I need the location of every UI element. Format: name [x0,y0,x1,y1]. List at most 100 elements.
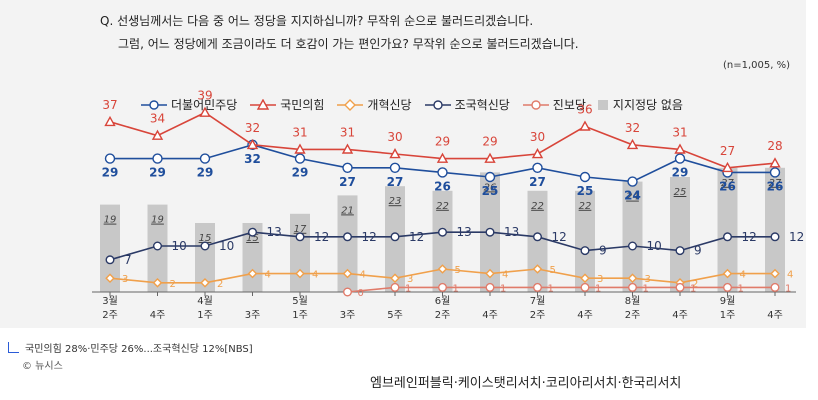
data-label: 3 [407,274,413,285]
data-point [104,153,116,164]
series-line [347,286,775,293]
data-label: 31 [340,125,355,139]
data-point [105,255,115,265]
data-point [628,282,638,292]
data-label: 37 [102,98,117,112]
bar [290,213,310,292]
data-point [437,264,448,274]
data-label: 3 [597,274,603,285]
data-point [770,268,780,279]
legend-item: 더불어민주당 [140,96,237,113]
data-point [247,227,257,237]
data-label: 29 [149,166,166,180]
data-point [342,162,353,174]
data-label: 12 [552,230,567,244]
data-point [199,153,211,164]
data-point [770,232,780,242]
data-label: 10 [219,239,234,253]
legend-label: 지지정당 없음 [612,98,683,112]
data-point [533,232,543,242]
data-label: 29 [292,166,309,180]
data-point [769,157,781,168]
data-point [723,282,733,292]
bar-label: 27 [769,178,782,189]
data-label: 12 [789,230,804,244]
data-label: 3 [122,274,128,285]
data-point [104,115,116,127]
bar-label: 15 [199,233,212,244]
bar [622,181,643,292]
x-tick-label: 6월 [435,295,451,307]
data-point [152,278,163,288]
data-point [627,273,638,283]
data-point [485,268,495,279]
data-label: 25 [482,184,499,198]
data-label: 1 [500,283,506,294]
data-label: 24 [624,189,641,203]
data-label: 12 [362,230,377,244]
data-point [342,268,353,279]
x-tick-label: 1주 [720,310,736,321]
data-label: 2 [217,279,223,290]
data-point [579,171,591,183]
bar-label: 15 [246,233,259,244]
legend-item: 조국혁신당 [424,96,510,113]
data-label: 27 [529,175,546,189]
bar [100,204,120,292]
data-label: 12 [314,230,329,244]
data-label: 4 [787,270,793,281]
data-label: 4 [502,270,508,281]
question-line-1: Q. 선생님께서는 다음 중 어느 정당을 지지하십니까? 무작위 순으로 불러… [100,14,534,28]
data-label: 28 [767,139,782,153]
data-label: 2 [170,279,176,290]
data-point [247,268,258,279]
legend-item: 진보당 [522,96,586,113]
bar [575,190,595,292]
legend-label: 조국혁신당 [454,98,510,112]
data-point [675,246,685,256]
legend-item: 개혁신당 [336,96,412,113]
bar-label: 19 [104,215,117,226]
credit: © 뉴시스 [22,361,63,372]
data-point [246,138,259,150]
bar-label: 24 [626,192,639,203]
data-label: 1 [643,283,649,294]
data-label: 29 [102,166,119,180]
bar-label: 17 [294,224,307,235]
data-label: 26 [719,179,736,193]
data-label: 0 [358,288,364,299]
x-tick-label: 4주 [482,310,498,321]
data-label: 32 [244,152,261,166]
data-point [579,120,591,131]
legend-marker-icon [522,99,549,110]
legend-marker-icon [250,98,277,110]
data-label: 10 [647,239,662,253]
data-point [436,152,449,163]
data-label: 13 [267,225,282,239]
data-label: 31 [672,125,687,139]
data-label: 32 [625,121,640,135]
data-label: 27 [720,144,735,158]
data-point [723,232,733,242]
bar [670,177,690,292]
legend-marker-icon [424,99,451,110]
data-label: 12 [742,230,757,244]
data-label: 12 [409,230,424,244]
x-tick-label: 2주 [435,310,451,321]
data-label: 4 [360,270,366,281]
data-point [295,268,305,279]
bar [527,190,548,292]
bar-label: 21 [341,205,354,216]
data-point [532,264,543,274]
data-label: 1 [405,283,411,294]
data-label: 1 [453,283,459,294]
data-label: 26 [767,179,784,193]
bar-label: 22 [531,201,544,212]
x-tick-label: 3월 [102,295,118,307]
data-point [484,152,496,163]
legend-item-bars: 지지정당 없음 [597,96,683,113]
data-label: 29 [197,166,214,180]
data-point [628,241,638,251]
data-point [580,273,590,283]
x-tick-label: 1주 [292,310,308,321]
